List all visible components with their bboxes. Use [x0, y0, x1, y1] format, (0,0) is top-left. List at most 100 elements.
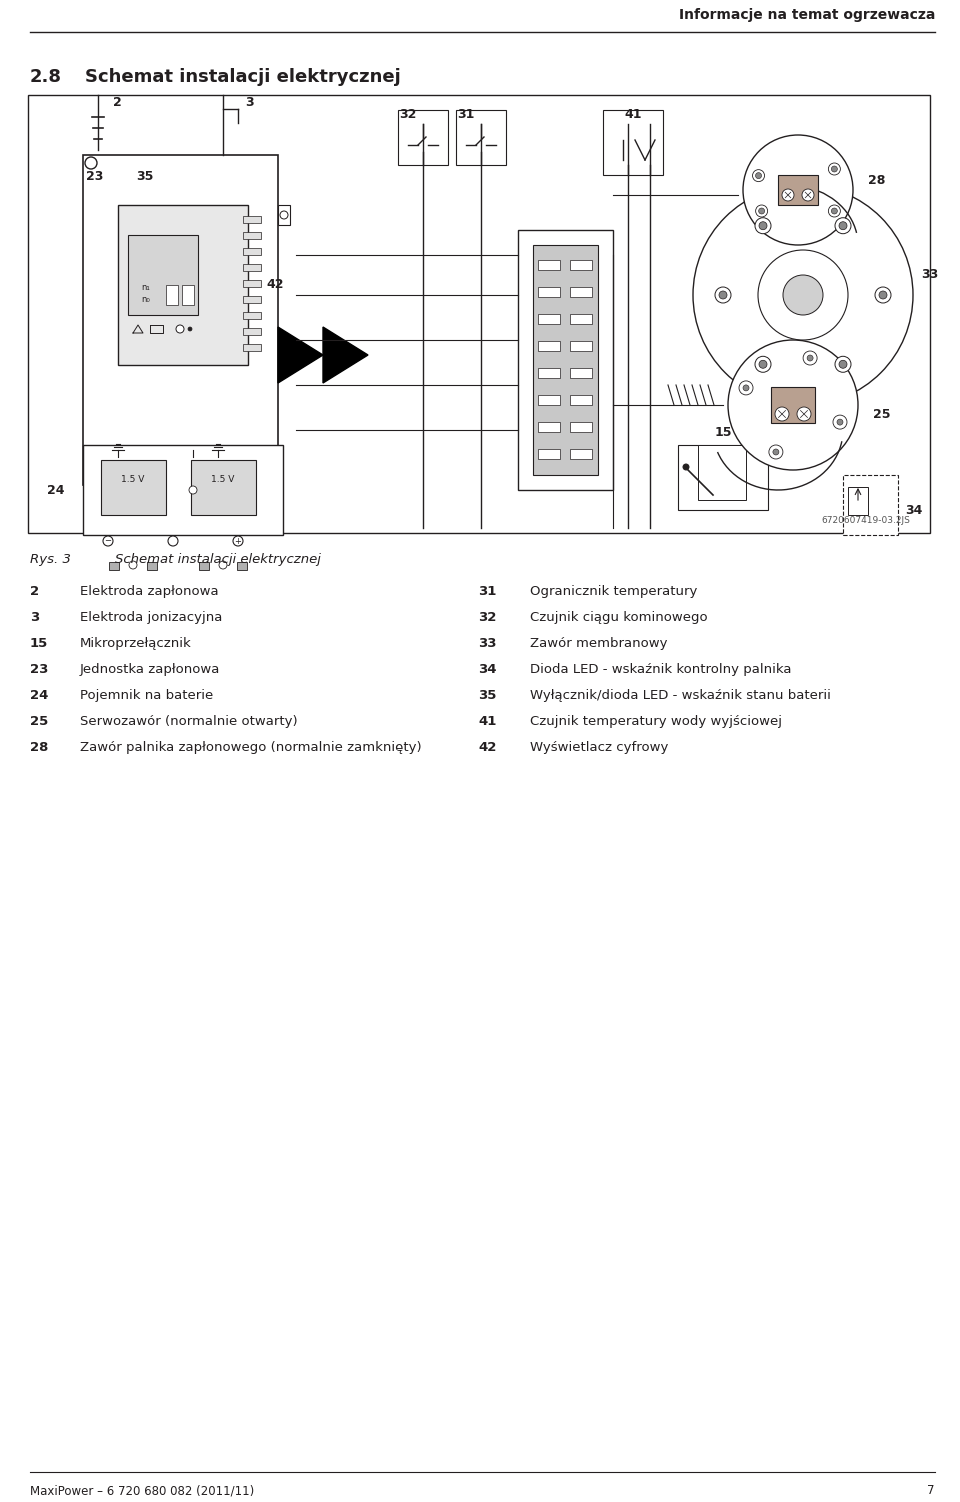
Text: n₀: n₀	[142, 296, 151, 305]
Text: 24: 24	[47, 484, 65, 497]
Bar	[128, 234, 198, 315]
Circle shape	[693, 185, 913, 406]
Bar	[237, 562, 247, 569]
Bar	[538, 260, 560, 270]
Text: Rys. 3: Rys. 3	[30, 553, 71, 566]
Circle shape	[802, 189, 814, 201]
Text: 6720607419-03.2JS: 6720607419-03.2JS	[821, 517, 910, 526]
Text: Dioda LED - wskaźnik kontrolny palnika: Dioda LED - wskaźnik kontrolny palnika	[530, 662, 791, 676]
Circle shape	[828, 164, 840, 176]
Text: 34: 34	[905, 503, 923, 517]
Bar	[538, 287, 560, 297]
Text: 23: 23	[30, 662, 48, 676]
Bar	[570, 260, 592, 270]
Bar	[570, 395, 592, 406]
Bar	[570, 287, 592, 297]
Bar	[538, 368, 560, 379]
Text: 32: 32	[478, 611, 496, 623]
Bar	[243, 248, 261, 255]
Text: 42: 42	[478, 740, 496, 754]
Text: Zawór palnika zapłonowego (normalnie zamknięty): Zawór palnika zapłonowego (normalnie zam…	[80, 740, 421, 754]
Bar	[243, 327, 261, 335]
Circle shape	[103, 536, 113, 547]
Circle shape	[743, 385, 749, 391]
Bar	[698, 445, 746, 500]
Text: n₁: n₁	[142, 282, 151, 291]
Bar	[166, 285, 178, 305]
Text: 34: 34	[478, 662, 496, 676]
Circle shape	[233, 536, 243, 547]
Bar	[182, 285, 194, 305]
Text: 7: 7	[927, 1484, 935, 1497]
Bar	[101, 460, 166, 515]
Bar	[518, 230, 613, 490]
Text: 3: 3	[30, 611, 39, 623]
Bar	[109, 562, 119, 569]
Circle shape	[758, 207, 764, 213]
Bar	[28, 95, 930, 533]
Circle shape	[683, 464, 689, 470]
Bar	[778, 176, 818, 204]
Circle shape	[837, 419, 843, 425]
Text: 24: 24	[30, 689, 48, 701]
Text: 33: 33	[478, 637, 496, 650]
Bar	[538, 422, 560, 433]
Bar	[243, 231, 261, 239]
Text: Pojemnik na baterie: Pojemnik na baterie	[80, 689, 213, 701]
Circle shape	[783, 275, 823, 315]
Text: Zawór membranowy: Zawór membranowy	[530, 637, 667, 650]
Text: Elektroda jonizacyjna: Elektroda jonizacyjna	[80, 611, 223, 623]
Text: 35: 35	[478, 689, 496, 701]
Circle shape	[879, 291, 887, 299]
Text: Czujnik temperatury wody wyjściowej: Czujnik temperatury wody wyjściowej	[530, 715, 782, 728]
Text: 31: 31	[457, 108, 474, 122]
Bar	[538, 395, 560, 406]
Circle shape	[835, 356, 851, 372]
Circle shape	[168, 536, 178, 547]
Bar	[243, 344, 261, 351]
Bar	[243, 279, 261, 287]
Bar	[456, 110, 506, 165]
Text: 23: 23	[86, 171, 104, 183]
Circle shape	[782, 189, 794, 201]
Circle shape	[807, 354, 813, 360]
Circle shape	[219, 562, 227, 569]
Circle shape	[759, 222, 767, 230]
Text: 41: 41	[478, 715, 496, 728]
Text: 25: 25	[30, 715, 48, 728]
Bar	[243, 264, 261, 270]
Circle shape	[743, 135, 853, 245]
Text: Schemat instalacji elektrycznej: Schemat instalacji elektrycznej	[115, 553, 321, 566]
Bar	[243, 296, 261, 303]
Bar	[533, 245, 598, 475]
Bar	[678, 445, 768, 511]
Circle shape	[875, 287, 891, 303]
Text: 31: 31	[478, 584, 496, 598]
Text: 15: 15	[714, 427, 732, 440]
Text: 41: 41	[624, 108, 641, 122]
Bar	[570, 341, 592, 351]
Circle shape	[756, 204, 768, 216]
Bar	[191, 460, 256, 515]
Circle shape	[773, 449, 779, 455]
Circle shape	[831, 167, 837, 173]
Circle shape	[804, 351, 817, 365]
Circle shape	[769, 445, 783, 460]
Text: Ogranicznik temperatury: Ogranicznik temperatury	[530, 584, 697, 598]
Text: 15: 15	[30, 637, 48, 650]
Bar	[538, 314, 560, 324]
Text: Czujnik ciągu kominowego: Czujnik ciągu kominowego	[530, 611, 708, 623]
Circle shape	[756, 173, 761, 179]
Text: 2: 2	[113, 96, 122, 110]
Text: Schemat instalacji elektrycznej: Schemat instalacji elektrycznej	[85, 68, 400, 86]
Circle shape	[839, 222, 847, 230]
Circle shape	[831, 207, 837, 213]
Circle shape	[835, 218, 851, 234]
Text: 2: 2	[30, 584, 39, 598]
Circle shape	[280, 210, 288, 219]
Text: 35: 35	[136, 171, 154, 183]
Bar	[771, 388, 815, 424]
Circle shape	[759, 360, 767, 368]
Circle shape	[839, 360, 847, 368]
Text: Mikroprzełącznik: Mikroprzełącznik	[80, 637, 192, 650]
